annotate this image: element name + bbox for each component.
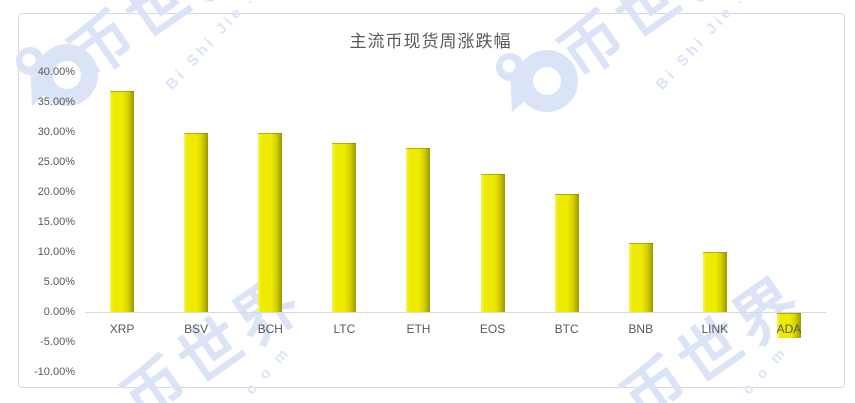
category-label-EOS: EOS (479, 322, 506, 336)
plot-area: XRP BSV BCH LTC ETH EOS BTC BNB LINK ADA (85, 72, 826, 372)
bar-LTC (332, 143, 357, 312)
y-tick-label: -10.00% (34, 366, 75, 378)
y-tick-label: 15.00% (37, 216, 75, 228)
bar-BSV (184, 132, 209, 312)
y-tick-label: 20.00% (37, 186, 75, 198)
category-label-BNB: BNB (628, 322, 654, 336)
bar-BTC (554, 193, 579, 312)
bar-ETH (406, 147, 431, 312)
y-axis: 40.00% 35.00% 30.00% 25.00% 20.00% 15.00% 10.0… (18, 66, 75, 378)
category-label-ADA: ADA (776, 322, 802, 336)
category-label-LTC: LTC (333, 322, 356, 336)
bar-ADA (776, 313, 801, 338)
category-label-XRP: XRP (109, 322, 135, 336)
bar-XRP (110, 91, 135, 312)
category-label-BSV: BSV (184, 322, 209, 336)
chart-title: 主流币现货周涨跌幅 (349, 32, 512, 51)
category-label-LINK: LINK (701, 322, 729, 336)
y-tick-label: 5.00% (43, 276, 75, 288)
category-label-BCH: BCH (257, 322, 283, 336)
y-tick-label: 25.00% (37, 156, 75, 168)
category-label-ETH: ETH (406, 322, 431, 336)
bar-BNB (628, 243, 653, 312)
bar-LINK (702, 252, 727, 312)
y-tick-label: 0.00% (43, 306, 75, 318)
chart-frame (18, 13, 845, 388)
y-tick-label: -5.00% (40, 336, 75, 348)
chart-content: 主流币现货周涨跌幅 40.00% 35.00% 30.00% 25.00% 20.00%… (18, 13, 843, 386)
bar-BCH (258, 132, 283, 312)
category-label-BTC: BTC (554, 322, 579, 336)
y-tick-label: 40.00% (37, 66, 75, 78)
y-tick-label: 30.00% (37, 126, 75, 138)
bar-EOS (480, 174, 505, 312)
y-tick-label: 35.00% (37, 96, 75, 108)
y-tick-label: 10.00% (37, 246, 75, 258)
x-axis-line (85, 312, 826, 313)
